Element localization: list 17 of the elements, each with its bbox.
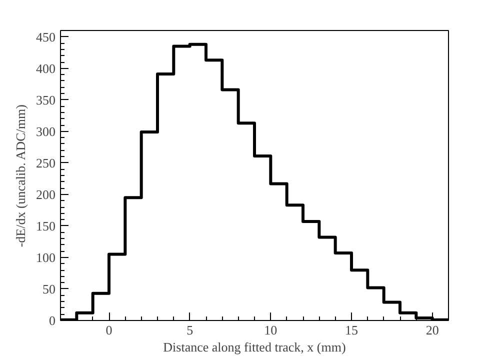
y-tick-label: 50 [42, 281, 56, 296]
x-tick-label: 10 [264, 322, 278, 338]
y-tick-label: 200 [36, 186, 56, 202]
y-tick-label: 250 [36, 155, 56, 170]
y-tick-label: 400 [36, 60, 56, 76]
y-tick-label: 150 [36, 218, 56, 234]
x-axis-title: Distance along fitted track, x (mm) [163, 340, 346, 354]
y-tick-label: 0 [49, 313, 56, 328]
y-axis-title: -dE/dx (uncalib. ADC/mm) [13, 104, 28, 248]
y-tick-label: 350 [36, 92, 56, 108]
x-tick-label: 5 [186, 322, 194, 338]
y-tick-label: 100 [36, 250, 56, 265]
x-tick-label: 20 [426, 322, 439, 338]
x-tick-label: 0 [106, 322, 112, 338]
y-tick-label: 450 [36, 29, 56, 44]
y-tick-label: 300 [36, 124, 56, 139]
x-tick-label: 15 [345, 322, 358, 338]
